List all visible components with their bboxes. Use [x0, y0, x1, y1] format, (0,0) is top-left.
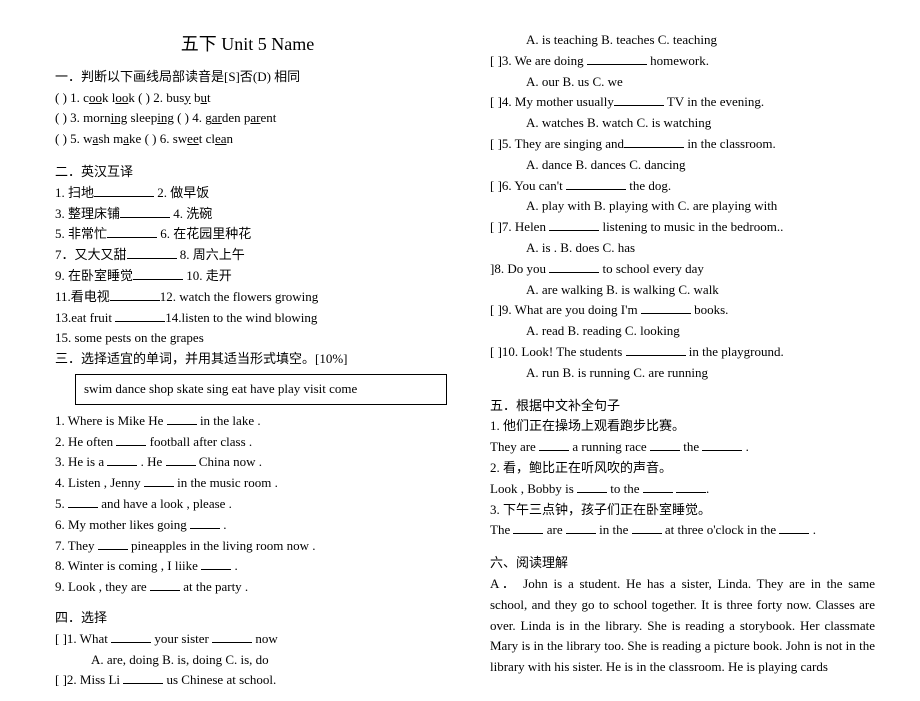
sec2-l3: 5. 非常忙 6. 在花园里种花	[55, 224, 440, 245]
q7: [ ]7. Helen listening to music in the be…	[490, 217, 875, 238]
sec5-l2en: Look , Bobby is to the .	[490, 479, 875, 500]
sec3-l3: 3. He is a . He China now .	[55, 452, 440, 473]
left-column: 五下 Unit 5 Name 一．判断以下画线局部读音是[S]否(D) 相同 (…	[55, 30, 440, 691]
sec2-l7: 13.eat fruit 14.listen to the wind blowi…	[55, 308, 440, 329]
sec6-para: A． John is a student. He has a sister, L…	[490, 574, 875, 678]
q5: [ ]5. They are singing and in the classr…	[490, 134, 875, 155]
q9-opt: A. read B. reading C. looking	[490, 321, 875, 342]
sec1-head: 一．判断以下画线局部读音是[S]否(D) 相同	[55, 67, 440, 88]
sec5-l1en: They are a running race the .	[490, 437, 875, 458]
sec2-l6: 11.看电视12. watch the flowers growing	[55, 287, 440, 308]
q1: [ ]1. What your sister now	[55, 629, 440, 650]
sec1-line1: ( ) 1. cook look ( ) 2. busy but	[55, 88, 440, 109]
q1-opt: A. are, doing B. is, doing C. is, do	[55, 650, 440, 671]
sec5-l1: 1. 他们正在操场上观看跑步比赛。	[490, 416, 875, 437]
word-box: swim dance shop skate sing eat have play…	[75, 374, 447, 405]
q2-opt: A. is teaching B. teaches C. teaching	[490, 30, 875, 51]
sec3-l6: 6. My mother likes going .	[55, 515, 440, 536]
q6: [ ]6. You can't the dog.	[490, 176, 875, 197]
sec3-l1: 1. Where is Mike He in the lake .	[55, 411, 440, 432]
sec2-l8: 15. some pests on the grapes	[55, 328, 440, 349]
page-title: 五下 Unit 5 Name	[55, 30, 440, 59]
q2: [ ]2. Miss Li us Chinese at school.	[55, 670, 440, 691]
sec3-l4: 4. Listen , Jenny in the music room .	[55, 473, 440, 494]
sec2-l4: 7．又大又甜 8. 周六上午	[55, 245, 440, 266]
q7-opt: A. is . B. does C. has	[490, 238, 875, 259]
sec3-l2: 2. He often football after class .	[55, 432, 440, 453]
sec5-l3en: The are in the at three o'clock in the .	[490, 520, 875, 541]
q8-opt: A. are walking B. is walking C. walk	[490, 280, 875, 301]
sec3-l7: 7. They pineapples in the living room no…	[55, 536, 440, 557]
sec3-head: 三．选择适宜的单词，并用其适当形式填空。[10%]	[55, 349, 440, 370]
q10: [ ]10. Look! The students in the playgro…	[490, 342, 875, 363]
sec2-l2: 3. 整理床铺 4. 洗碗	[55, 204, 440, 225]
q4: [ ]4. My mother usually TV in the evenin…	[490, 92, 875, 113]
q5-opt: A. dance B. dances C. dancing	[490, 155, 875, 176]
q9: [ ]9. What are you doing I'm books.	[490, 300, 875, 321]
sec1-line2: ( ) 3. morning sleeping ( ) 4. garden pa…	[55, 108, 440, 129]
sec5-head: 五．根据中文补全句子	[490, 396, 875, 417]
q3: [ ]3. We are doing homework.	[490, 51, 875, 72]
q6-opt: A. play with B. playing with C. are play…	[490, 196, 875, 217]
q8: ]8. Do you to school every day	[490, 259, 875, 280]
sec2-head: 二．英汉互译	[55, 162, 440, 183]
sec6-head: 六、阅读理解	[490, 553, 875, 574]
sec1-line3: ( ) 5. wash make ( ) 6. sweet clean	[55, 129, 440, 150]
sec2-l5: 9. 在卧室睡觉 10. 走开	[55, 266, 440, 287]
sec3-l5: 5. and have a look , please .	[55, 494, 440, 515]
sec5-l2: 2. 看，鲍比正在听风吹的声音。	[490, 458, 875, 479]
sec3-l8: 8. Winter is coming , I liike .	[55, 556, 440, 577]
right-column: A. is teaching B. teaches C. teaching [ …	[490, 30, 875, 691]
q4-opt: A. watches B. watch C. is watching	[490, 113, 875, 134]
sec5-l3: 3. 下午三点钟，孩子们正在卧室睡觉。	[490, 500, 875, 521]
sec3-l9: 9. Look , they are at the party .	[55, 577, 440, 598]
sec2-l1: 1. 扫地 2. 做早饭	[55, 183, 440, 204]
q3-opt: A. our B. us C. we	[490, 72, 875, 93]
sec4-head: 四．选择	[55, 608, 440, 629]
q10-opt: A. run B. is running C. are running	[490, 363, 875, 384]
